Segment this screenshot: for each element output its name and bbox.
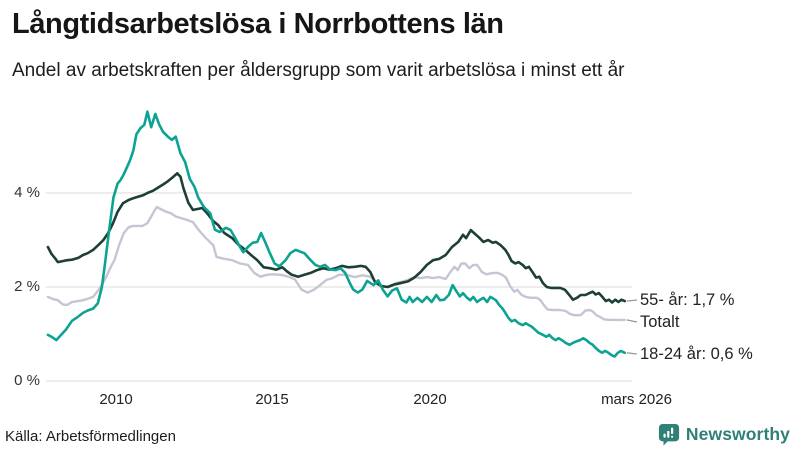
y-axis-tick-0: 0 % — [14, 372, 40, 389]
page-title: Långtidsarbetslösa i Norrbottens län — [12, 8, 504, 40]
label-connector-0 — [626, 299, 638, 302]
newsworthy-logo: Newsworthy — [658, 423, 790, 446]
newsworthy-wordmark: Newsworthy — [685, 424, 790, 444]
y-axis-tick-2: 2 % — [14, 278, 40, 295]
x-axis-tick-2020: 2020 — [413, 391, 447, 408]
series-label-totalt: Totalt — [640, 313, 680, 331]
series-line-0 — [46, 172, 627, 304]
label-connector-2 — [626, 352, 638, 355]
x-axis-tick-2010: 2010 — [99, 391, 133, 408]
label-connector-1 — [626, 319, 638, 323]
source-credit: Källa: Arbetsförmedlingen — [5, 428, 176, 445]
series-line-1 — [46, 205, 626, 322]
x-axis-tick-2015: 2015 — [255, 391, 289, 408]
series-label-18-24-ar: 18-24 år: 0,6 % — [640, 345, 753, 363]
series-line-2 — [46, 110, 627, 358]
page-subtitle: Andel av arbetskraften per åldersgrupp s… — [12, 60, 625, 81]
bar-chart-speech-bubble-icon — [658, 423, 680, 446]
y-axis-tick-4: 4 % — [14, 184, 40, 201]
x-axis-tick-mars-2026: mars 2026 — [601, 391, 672, 408]
series-label-55-ar: 55- år: 1,7 % — [640, 291, 735, 309]
